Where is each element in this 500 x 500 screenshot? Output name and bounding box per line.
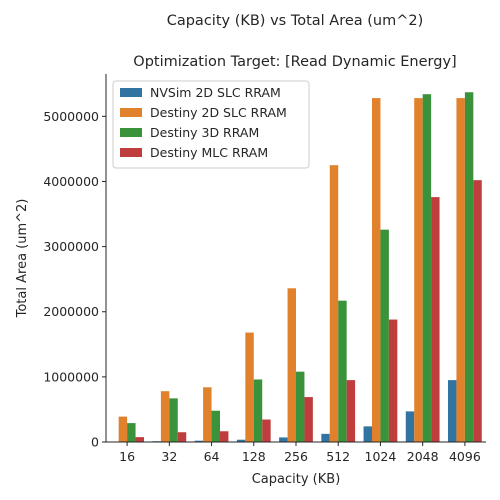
legend-label: Destiny MLC RRAM [150, 145, 268, 160]
bar [329, 165, 339, 442]
bar [422, 94, 432, 442]
x-tick-label: 4096 [449, 449, 481, 464]
y-tick-label: 0 [91, 435, 99, 450]
bar [414, 98, 423, 442]
y-tick-label: 1000000 [43, 369, 99, 384]
bar [279, 437, 288, 442]
legend-label: Destiny 2D SLC RRAM [150, 105, 287, 120]
x-tick-label: 64 [204, 449, 220, 464]
chart-subtitle: Optimization Target: [Read Dynamic Energ… [133, 54, 456, 70]
bar [380, 229, 389, 442]
bar [304, 397, 313, 442]
y-tick-label: 5000000 [43, 109, 99, 124]
bar [135, 437, 144, 442]
y-ticks-group: 0 1000000 2000000 3000000 4000000 5000000 [43, 109, 106, 450]
x-tick-label: 512 [326, 449, 350, 464]
bars-group [110, 92, 482, 443]
bar [127, 423, 136, 442]
legend-swatch [120, 148, 142, 157]
legend: NVSim 2D SLC RRAM Destiny 2D SLC RRAM Dest… [112, 80, 310, 169]
bar [253, 379, 263, 442]
legend-label: NVSim 2D SLC RRAM [150, 85, 281, 100]
bar [456, 98, 465, 442]
bar [169, 398, 178, 442]
bar [194, 440, 204, 442]
legend-label: Destiny 3D RRAM [150, 125, 259, 140]
x-tick-label: 128 [242, 449, 266, 464]
legend-box [112, 80, 310, 169]
x-ticks-group: 16 32 64 128 256 512 1024 2048 4096 [119, 442, 481, 464]
x-tick-label: 1024 [365, 449, 397, 464]
legend-swatch [120, 88, 142, 97]
x-tick-label: 32 [161, 449, 177, 464]
y-tick-label: 3000000 [43, 239, 99, 254]
bar [245, 332, 254, 442]
legend-swatch [120, 108, 142, 117]
x-tick-label: 2048 [407, 449, 439, 464]
bar [363, 426, 372, 442]
y-tick-label: 2000000 [43, 304, 99, 319]
bar [448, 380, 457, 442]
bar [372, 98, 381, 442]
bar [431, 197, 440, 442]
bar [473, 180, 482, 443]
bar [346, 380, 356, 442]
bar [464, 92, 474, 443]
bar [177, 432, 187, 442]
bar [338, 300, 347, 442]
x-axis-label: Capacity (KB) [252, 472, 341, 487]
chart-title: Capacity (KB) vs Total Area (um^2) [167, 13, 424, 29]
bar [220, 431, 229, 442]
x-tick-label: 256 [284, 449, 308, 464]
bar [388, 319, 398, 442]
bar [287, 288, 296, 442]
bar [118, 416, 128, 442]
bar [262, 419, 271, 442]
bar [405, 411, 415, 442]
bar [211, 410, 220, 442]
y-axis-label: Total Area (um^2) [15, 199, 30, 319]
bar [236, 439, 246, 442]
legend-swatch [120, 128, 142, 137]
y-tick-label: 4000000 [43, 174, 99, 189]
bar [203, 387, 212, 442]
x-tick-label: 16 [119, 449, 135, 464]
bar [321, 433, 330, 442]
bar [296, 371, 305, 442]
bar [160, 391, 170, 442]
